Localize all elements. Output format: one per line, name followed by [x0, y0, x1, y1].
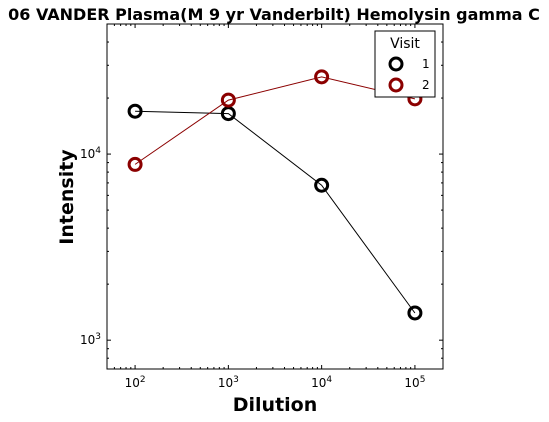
legend: Visit 1 2 [375, 31, 435, 97]
legend-label: 2 [422, 78, 430, 92]
data-point [129, 158, 141, 170]
x-axis-label: Dilution [233, 394, 318, 416]
y-tick-label: 104 [80, 146, 101, 161]
chart-title: 06 VANDER Plasma(M 9 yr Vanderbilt) Hemo… [8, 5, 540, 24]
y-axis-label: Intensity [56, 149, 78, 245]
series-line [135, 111, 415, 313]
x-tick-label: 103 [218, 375, 239, 390]
x-tick-label: 102 [125, 375, 146, 390]
y-tick-label: 103 [80, 332, 101, 347]
series-line [135, 77, 415, 164]
legend-title: Visit [390, 36, 420, 52]
x-tick-label: 104 [311, 375, 332, 390]
legend-label: 1 [422, 57, 430, 71]
series-1 [129, 105, 421, 319]
x-tick-label: 105 [404, 375, 425, 390]
series-layer [129, 71, 421, 319]
